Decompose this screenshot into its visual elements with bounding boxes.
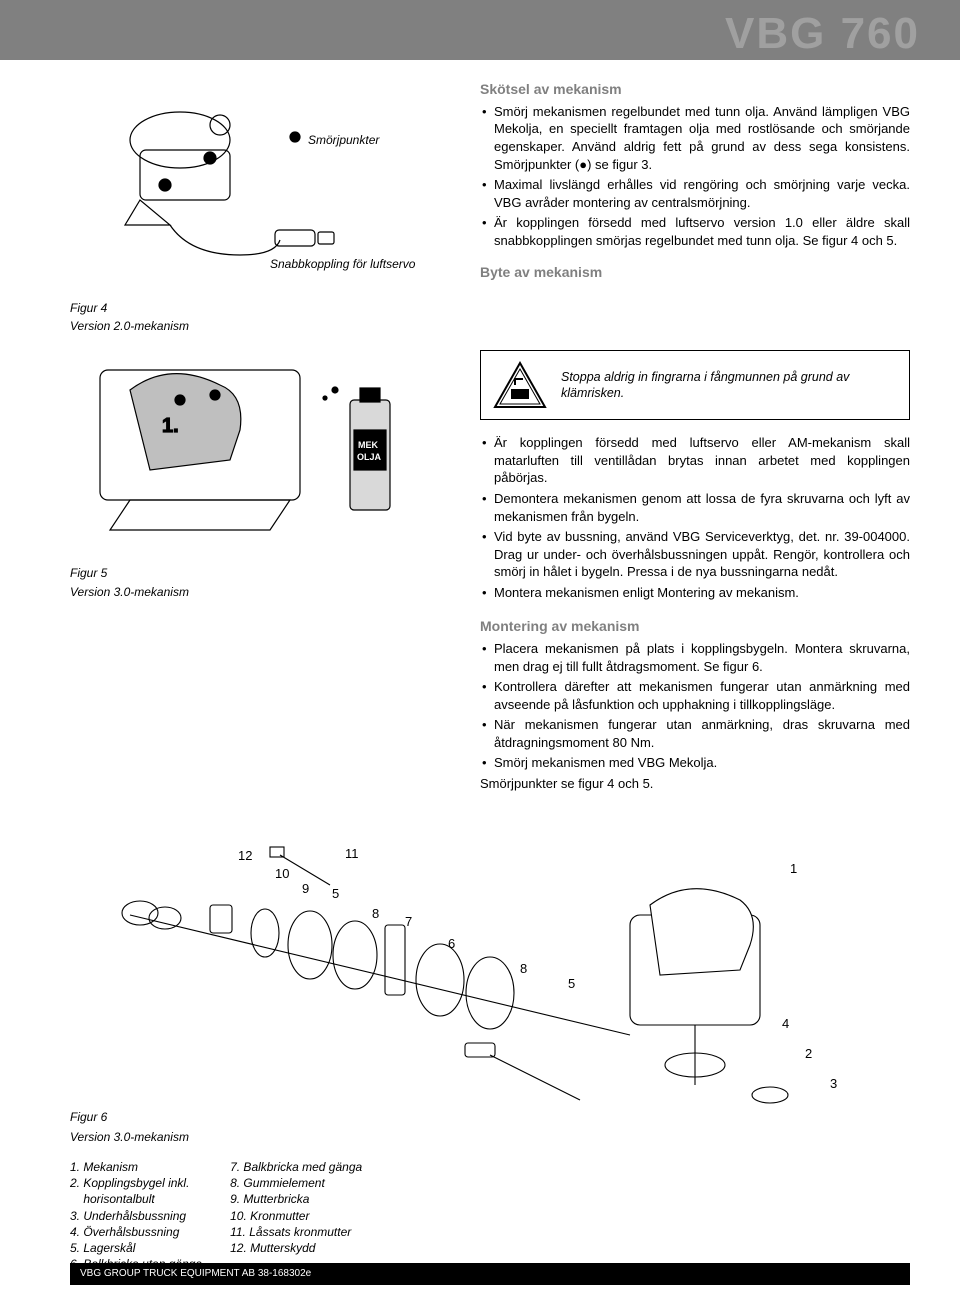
warning-icon <box>493 361 547 409</box>
parts-col-2: 7. Balkbricka med gänga 8. Gummielement … <box>230 1159 362 1272</box>
list-skotsel: Smörj mekanismen regelbundet med tunn ol… <box>480 103 910 249</box>
figure-4-caption-2: Version 2.0-mekanism <box>70 318 450 334</box>
can-label-2: OLJA <box>357 452 382 462</box>
page-content: Smörjpunkter Snabbkoppling för luftservo… <box>0 60 960 1272</box>
list-item: Demontera mekanismen genom att lossa de … <box>480 490 910 525</box>
heading-byte: Byte av mekanism <box>480 263 910 282</box>
figure-4-illustration <box>70 80 450 270</box>
part-num-1: 1 <box>790 860 797 878</box>
montering-note: Smörjpunkter se figur 4 och 5. <box>480 775 910 793</box>
figure-5-caption-2: Version 3.0-mekanism <box>70 584 450 600</box>
figure-5-illustration: 1. MEK OLJA <box>70 340 450 540</box>
part-num-5b: 5 <box>568 975 575 993</box>
list-item: Är kopplingen försedd med luftservo elle… <box>480 434 910 487</box>
part-item: 10. Kronmutter <box>230 1208 362 1224</box>
list-byte: Är kopplingen försedd med luftservo elle… <box>480 434 910 601</box>
heading-montering: Montering av mekanism <box>480 617 910 636</box>
row-fig4: Smörjpunkter Snabbkoppling för luftservo… <box>70 80 910 334</box>
list-item: Smörj mekanismen med VBG Mekolja. <box>480 754 910 772</box>
footer-text: VBG GROUP TRUCK EQUIPMENT AB 38-168302e <box>80 1267 311 1281</box>
figure-6-illustration <box>70 805 910 1105</box>
part-item: 9. Mutterbricka <box>230 1191 362 1207</box>
figure-4: Smörjpunkter Snabbkoppling för luftservo <box>70 80 450 290</box>
part-item: 8. Gummielement <box>230 1175 362 1191</box>
list-item: Maximal livslängd erhålles vid rengöring… <box>480 176 910 211</box>
part-num-2: 2 <box>805 1045 812 1063</box>
label-smorjpunkter: Smörjpunkter <box>308 132 379 148</box>
figure-5-caption-1: Figur 5 <box>70 565 450 581</box>
part-item: 11. Låssats kronmutter <box>230 1224 362 1240</box>
warning-box: Stoppa aldrig in fingrarna i fångmunnen … <box>480 350 910 420</box>
header-band: VBG 760 <box>0 0 960 60</box>
label-snabbkoppling: Snabbkoppling för luftservo <box>270 256 415 272</box>
part-num-6: 6 <box>448 935 455 953</box>
heading-skotsel: Skötsel av mekanism <box>480 80 910 99</box>
figure-5: 1. MEK OLJA <box>70 340 450 555</box>
part-num-8b: 8 <box>520 960 527 978</box>
parts-col-1: 1. Mekanism 2. Kopplingsbygel inkl. hori… <box>70 1159 202 1272</box>
list-item: Kontrollera därefter att mekanismen fung… <box>480 678 910 713</box>
part-num-3: 3 <box>830 1075 837 1093</box>
list-montering: Placera mekanismen på plats i kopplingsb… <box>480 640 910 772</box>
footer-band: VBG GROUP TRUCK EQUIPMENT AB 38-168302e <box>70 1263 910 1285</box>
figure-4-caption-1: Figur 4 <box>70 300 450 316</box>
svg-text:1.: 1. <box>162 415 179 437</box>
list-item: Är kopplingen försedd med luftservo vers… <box>480 214 910 249</box>
figure-6: 12 10 11 9 5 8 7 6 8 5 1 4 2 3 <box>70 805 910 1105</box>
part-item: 2. Kopplingsbygel inkl. <box>70 1175 202 1191</box>
part-num-7: 7 <box>405 913 412 931</box>
part-num-9: 9 <box>302 880 309 898</box>
warning-text: Stoppa aldrig in fingrarna i fångmunnen … <box>561 369 897 403</box>
part-item: 1. Mekanism <box>70 1159 202 1175</box>
part-item: 3. Underhålsbussning <box>70 1208 202 1224</box>
part-item: 7. Balkbricka med gänga <box>230 1159 362 1175</box>
page-title: VBG 760 <box>725 4 920 63</box>
list-item: Smörj mekanismen regelbundet med tunn ol… <box>480 103 910 173</box>
part-item: 4. Överhålsbussning <box>70 1224 202 1240</box>
part-num-12: 12 <box>238 847 252 865</box>
figure-6-caption-1: Figur 6 <box>70 1109 910 1125</box>
list-item: När mekanismen fungerar utan anmärkning,… <box>480 716 910 751</box>
list-item: Placera mekanismen på plats i kopplingsb… <box>480 640 910 675</box>
list-item: Montera mekanismen enligt Montering av m… <box>480 584 910 602</box>
part-num-8: 8 <box>372 905 379 923</box>
page-number: 19 <box>883 1257 910 1289</box>
part-num-4: 4 <box>782 1015 789 1033</box>
part-item: 12. Mutterskydd <box>230 1240 362 1256</box>
part-num-5: 5 <box>332 885 339 903</box>
part-item: 5. Lagerskål <box>70 1240 202 1256</box>
figure-6-caption-2: Version 3.0-mekanism <box>70 1129 910 1145</box>
parts-list: 1. Mekanism 2. Kopplingsbygel inkl. hori… <box>70 1159 910 1272</box>
part-num-11: 11 <box>345 845 359 863</box>
part-item: horisontalbult <box>70 1191 202 1207</box>
part-num-10: 10 <box>275 865 289 883</box>
list-item: Vid byte av bussning, använd VBG Service… <box>480 528 910 581</box>
can-label: MEK <box>358 440 379 450</box>
row-fig5: 1. MEK OLJA Figur 5 Version 3.0-mekanism <box>70 340 910 794</box>
